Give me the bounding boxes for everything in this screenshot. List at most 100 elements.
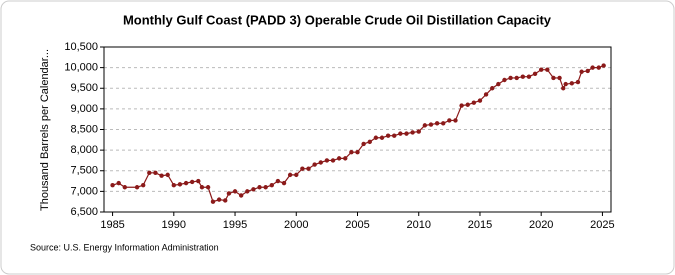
- point: [251, 187, 256, 192]
- point: [226, 191, 232, 196]
- y-tick-label: 10,500: [64, 41, 98, 53]
- point: [465, 102, 470, 107]
- point: [312, 162, 317, 167]
- point: [569, 81, 575, 86]
- point: [561, 86, 566, 91]
- point: [496, 81, 501, 87]
- point: [459, 103, 464, 108]
- y-tick-label: 6,500: [70, 206, 98, 218]
- point: [263, 185, 268, 190]
- point: [367, 139, 372, 145]
- point: [373, 135, 379, 140]
- point: [447, 118, 452, 123]
- point: [140, 182, 146, 188]
- point: [318, 160, 323, 165]
- chart-title: Monthly Gulf Coast (PADD 3) Operable Cru…: [123, 12, 552, 27]
- point: [355, 149, 360, 155]
- point: [189, 179, 195, 185]
- point: [238, 193, 244, 198]
- point: [269, 182, 274, 188]
- point: [422, 123, 428, 128]
- y-tick-label: 9,000: [70, 103, 98, 115]
- point: [490, 86, 495, 91]
- point: [453, 118, 458, 123]
- point: [563, 81, 568, 87]
- point: [502, 77, 507, 83]
- point: [416, 129, 421, 134]
- point: [122, 185, 128, 190]
- point: [361, 141, 366, 147]
- point: [171, 182, 177, 188]
- point: [287, 172, 293, 178]
- point: [199, 185, 205, 190]
- x-tick-label: 1990: [162, 219, 186, 231]
- point: [343, 156, 348, 161]
- point: [477, 98, 483, 103]
- point: [216, 197, 222, 202]
- point: [551, 75, 556, 81]
- point: [379, 135, 385, 140]
- point: [257, 185, 262, 190]
- x-tick-label: 1995: [223, 219, 247, 231]
- point: [336, 156, 342, 161]
- y-tick-label: 9,500: [70, 82, 98, 94]
- point: [183, 180, 189, 186]
- point: [275, 178, 281, 184]
- x-tick-label: 2025: [590, 219, 614, 231]
- point: [159, 173, 164, 178]
- y-tick-label: 8,000: [70, 144, 98, 156]
- point: [520, 74, 526, 79]
- x-tick-label: 1985: [100, 219, 124, 231]
- point: [585, 68, 590, 74]
- point: [434, 121, 440, 126]
- point: [324, 158, 330, 163]
- point: [210, 199, 216, 204]
- point: [596, 65, 601, 70]
- point: [483, 92, 489, 97]
- x-tick-label: 2015: [468, 219, 492, 231]
- point: [601, 63, 606, 68]
- x-tick-label: 2010: [406, 219, 430, 231]
- point: [428, 122, 434, 127]
- point: [398, 131, 403, 136]
- point: [165, 172, 170, 178]
- point: [590, 65, 595, 70]
- point: [223, 198, 228, 203]
- y-tick-label: 8,500: [70, 123, 98, 135]
- point: [294, 172, 299, 178]
- point: [392, 133, 397, 138]
- point: [134, 185, 140, 190]
- point: [557, 75, 562, 81]
- point: [404, 131, 409, 136]
- point: [410, 130, 415, 135]
- point: [306, 166, 311, 171]
- point: [514, 75, 519, 81]
- point: [579, 69, 584, 74]
- point: [281, 180, 287, 186]
- point: [153, 170, 158, 176]
- y-axis-label: Thousand Barrels per Calendar...: [39, 49, 51, 211]
- point: [245, 189, 250, 194]
- point: [116, 180, 121, 186]
- point: [232, 189, 238, 194]
- point: [385, 133, 391, 138]
- x-tick-label: 2000: [284, 219, 308, 231]
- point: [575, 79, 581, 85]
- point: [532, 71, 538, 77]
- plot-border: [103, 46, 612, 213]
- point: [330, 158, 336, 163]
- point: [441, 121, 446, 126]
- point: [545, 67, 550, 72]
- y-tick-label: 7,000: [70, 185, 98, 197]
- y-tick-label: 7,500: [70, 165, 98, 177]
- point: [205, 185, 211, 190]
- point: [147, 170, 152, 176]
- point: [177, 182, 183, 187]
- x-tick-label: 2005: [345, 219, 369, 231]
- x-tick-label: 2020: [529, 219, 553, 231]
- source: Source: U.S. Energy Information Administ…: [30, 242, 219, 252]
- y-tick-label: 10,000: [64, 62, 98, 74]
- point: [471, 100, 477, 105]
